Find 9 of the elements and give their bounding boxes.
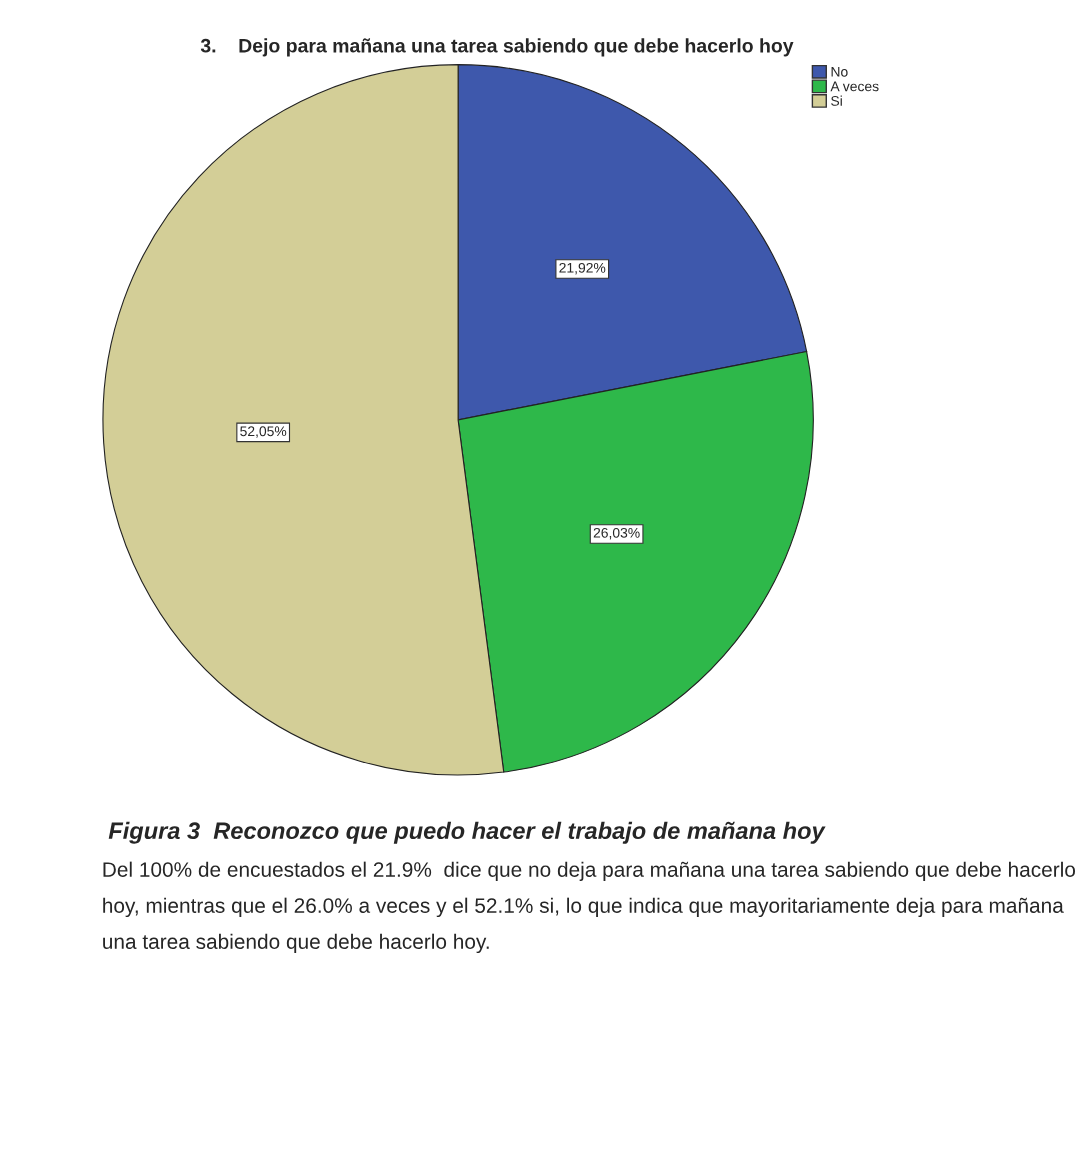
data-label: 26,03% — [593, 527, 640, 540]
text: Figura 3 Reconozco que puedo hacer el trabajo de mañana hoy — [108, 821, 826, 844]
legend-label: No — [831, 67, 848, 77]
data-label: 21,92% — [559, 262, 606, 275]
legend-label: Si — [831, 95, 842, 106]
legend-label: A veces — [830, 81, 879, 92]
text: Del 100% de encuestados el 21.9% dice que no deja para mañana una tarea sabiendo que debe hacerlo hoy, mientras que el 26.0% a veces y el 52.1% si, lo que indica que mayoritariamente deja para mañana una tarea sabiendo que debe hacerlo hoy. — [103, 861, 1076, 954]
chart-title: 3. Dejo para mañana una tarea sabiendo que debe hacerlo hoy — [200, 38, 794, 57]
data-label: 52,05% — [240, 426, 287, 438]
